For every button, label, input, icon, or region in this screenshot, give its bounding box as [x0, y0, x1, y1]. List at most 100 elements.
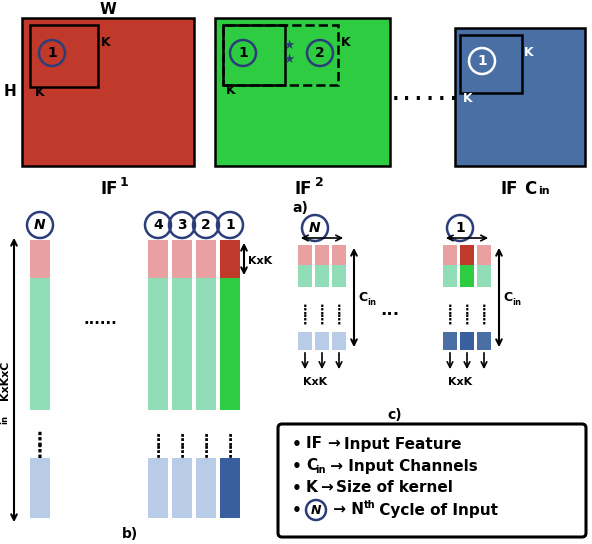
Text: K: K: [35, 86, 44, 100]
Text: •: •: [292, 480, 302, 496]
Text: ⋮: ⋮: [223, 432, 237, 448]
Bar: [332, 245, 346, 265]
Bar: [315, 332, 329, 350]
Text: ⋮: ⋮: [299, 304, 311, 317]
Text: ⋮: ⋮: [444, 313, 456, 326]
Text: Cycle of Input: Cycle of Input: [374, 503, 498, 517]
Text: ⋮: ⋮: [223, 444, 237, 460]
Bar: [332, 265, 346, 287]
Text: ⋮: ⋮: [478, 304, 490, 317]
Text: ⋮: ⋮: [175, 444, 189, 460]
Text: C: C: [524, 180, 536, 198]
Text: ⋮: ⋮: [333, 304, 345, 317]
Bar: [477, 245, 491, 265]
Text: →: →: [329, 436, 346, 452]
Text: 2: 2: [315, 46, 325, 60]
Text: IF: IF: [306, 436, 327, 452]
Text: ★: ★: [284, 53, 295, 65]
Text: W: W: [99, 3, 117, 17]
Text: in: in: [315, 465, 326, 475]
Text: N: N: [309, 221, 321, 235]
Bar: [460, 245, 474, 265]
Text: C: C: [503, 291, 512, 304]
Text: Input Feature: Input Feature: [343, 436, 461, 452]
Bar: [148, 458, 168, 518]
Text: C: C: [306, 459, 317, 473]
Text: 3: 3: [177, 218, 187, 232]
Text: → N: → N: [328, 503, 364, 517]
Bar: [220, 240, 240, 278]
Bar: [460, 265, 474, 287]
Text: ...: ...: [381, 301, 400, 319]
Text: 2: 2: [201, 218, 211, 232]
Bar: [477, 332, 491, 350]
Text: IF: IF: [294, 180, 312, 198]
Text: N: N: [34, 218, 46, 232]
Text: ⋮: ⋮: [333, 313, 345, 326]
Bar: [332, 332, 346, 350]
Text: 1: 1: [238, 46, 248, 60]
Text: 1: 1: [225, 218, 235, 232]
Bar: [443, 332, 457, 350]
Text: KxK: KxK: [448, 377, 472, 387]
Bar: [148, 240, 168, 278]
Text: •: •: [292, 436, 302, 452]
Text: K: K: [101, 36, 111, 50]
Text: c): c): [388, 408, 403, 422]
Bar: [223, 25, 338, 85]
Text: ⋮: ⋮: [316, 313, 328, 326]
Bar: [196, 240, 216, 278]
Text: ⋮: ⋮: [299, 313, 311, 326]
Text: ⋮: ⋮: [478, 313, 490, 326]
Text: ......: ......: [390, 85, 460, 104]
Text: K: K: [524, 46, 533, 59]
Text: th: th: [364, 500, 376, 510]
Text: KxK: KxK: [303, 377, 327, 387]
Text: ⋮: ⋮: [175, 432, 189, 448]
Text: ⋮: ⋮: [461, 304, 473, 317]
Bar: [172, 240, 192, 278]
Text: K: K: [341, 36, 350, 50]
Bar: [172, 278, 192, 410]
Bar: [220, 458, 240, 518]
Text: ⋮: ⋮: [150, 432, 166, 448]
Bar: [22, 18, 194, 166]
Text: KxK: KxK: [248, 256, 272, 266]
Text: Size of kernel: Size of kernel: [336, 480, 453, 496]
Text: in: in: [512, 298, 521, 307]
Text: ★: ★: [284, 39, 295, 52]
Text: K: K: [306, 480, 323, 496]
Bar: [443, 265, 457, 287]
Text: 2: 2: [314, 176, 323, 189]
Text: K: K: [463, 92, 472, 106]
Text: 1: 1: [120, 176, 128, 189]
Bar: [30, 278, 50, 410]
Bar: [298, 265, 312, 287]
Bar: [460, 35, 522, 93]
Text: b): b): [122, 527, 138, 541]
Bar: [315, 245, 329, 265]
Bar: [196, 458, 216, 518]
Text: 4: 4: [153, 218, 163, 232]
Bar: [298, 332, 312, 350]
Text: in: in: [538, 186, 549, 196]
Bar: [30, 458, 50, 518]
Text: N: N: [311, 504, 321, 516]
Bar: [196, 278, 216, 410]
Text: a): a): [292, 201, 308, 215]
Bar: [220, 278, 240, 410]
Text: 1: 1: [47, 46, 57, 60]
Bar: [215, 18, 390, 166]
Text: →: →: [321, 480, 339, 496]
Text: •: •: [292, 503, 302, 517]
Text: K: K: [226, 84, 236, 97]
Text: ⋮: ⋮: [150, 444, 166, 460]
Bar: [315, 265, 329, 287]
Bar: [460, 332, 474, 350]
Text: in: in: [1, 416, 9, 424]
Bar: [30, 25, 98, 87]
Text: in: in: [367, 298, 376, 307]
Bar: [455, 28, 585, 166]
Text: ⋮: ⋮: [198, 444, 214, 460]
Text: 1: 1: [455, 221, 465, 235]
